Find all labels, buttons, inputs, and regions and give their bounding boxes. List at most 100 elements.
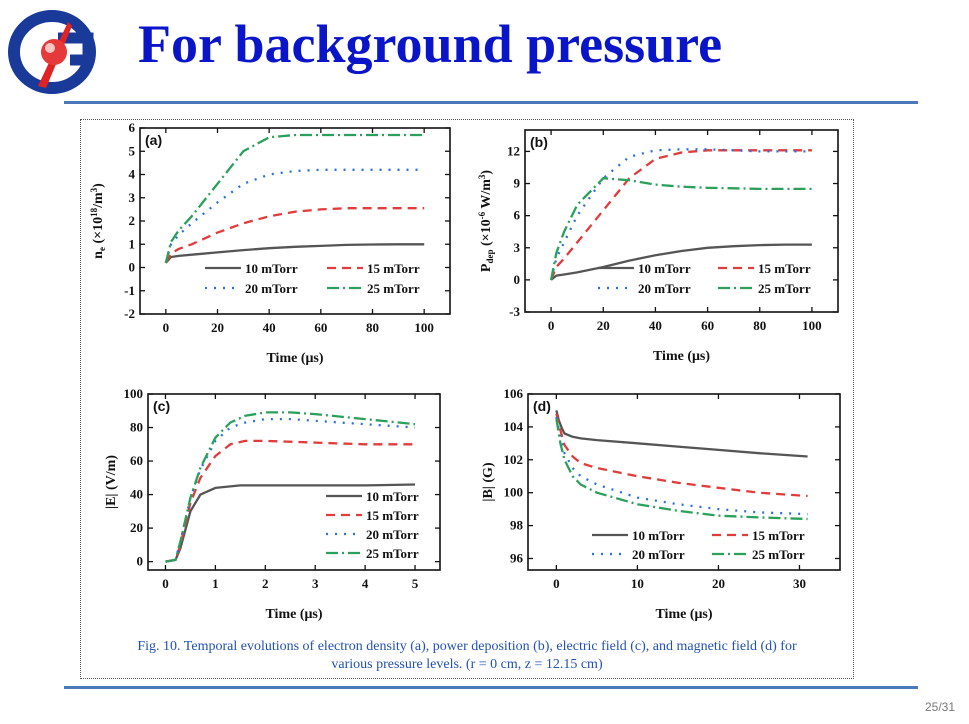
x-tick-label: 0 <box>162 576 169 591</box>
institution-logo <box>8 8 118 96</box>
series-line-3 <box>164 168 425 264</box>
y-tick-label: 12 <box>507 143 520 158</box>
y-tick-label: 1 <box>129 236 136 251</box>
panel-label: (a) <box>145 132 162 148</box>
x-tick-label: 0 <box>548 318 555 333</box>
caption-line-1: Fig. 10. Temporal evolutions of electron… <box>137 639 797 654</box>
x-tick-label: 10 <box>631 576 644 591</box>
series-line-1 <box>164 243 425 264</box>
legend-label: 10 mTorr <box>638 261 691 276</box>
x-tick-label: 1 <box>212 576 219 591</box>
x-tick-label: 3 <box>312 576 319 591</box>
legend-label: 10 mTorr <box>632 528 685 543</box>
legend-label: 15 mTorr <box>758 261 811 276</box>
legend-label: 20 mTorr <box>632 547 685 562</box>
x-tick-label: 60 <box>314 320 327 335</box>
y-tick-label: 6 <box>129 120 136 135</box>
chart-panel-a: 0 20 40 60 80 100 -2 -1 0 1 2 3 4 5 6 (a) Time (μs) ne (×… <box>89 120 451 366</box>
figure-caption: Fig. 10. Temporal evolutions of electron… <box>84 638 850 674</box>
page-number: 25/31 <box>924 700 955 714</box>
y-tick-label: 6 <box>514 208 521 223</box>
x-tick-label: 40 <box>649 318 662 333</box>
y-tick-label: 0 <box>514 272 521 287</box>
y-tick-label: -2 <box>124 306 135 321</box>
legend: 10 mTorr 15 mTorr 20 mTorr 25 mTorr <box>205 261 420 296</box>
legend: 10 mTorr 15 mTorr 20 mTorr 25 mTorr <box>592 528 805 562</box>
y-tick-label: 40 <box>130 487 143 502</box>
x-tick-label: 100 <box>802 318 822 333</box>
legend-label: 15 mTorr <box>367 261 420 276</box>
x-tick-label: 20 <box>712 576 725 591</box>
plot-area <box>524 129 839 313</box>
legend-label: 25 mTorr <box>367 281 420 296</box>
x-tick-label: 4 <box>362 576 369 591</box>
chart-panel-b: 0 20 40 60 80 100 -3 0 3 6 9 12 (b) Time (μs) Pdep (×1… <box>477 129 839 364</box>
y-tick-label: 3 <box>129 190 136 205</box>
y-tick-label: 96 <box>510 550 524 565</box>
y-tick-label: 2 <box>129 213 136 228</box>
panel-label: (b) <box>530 134 548 150</box>
y-tick-label: 100 <box>124 386 144 401</box>
y-tick-label: 98 <box>510 518 524 533</box>
footer-rule <box>64 686 918 689</box>
panel-label: (c) <box>153 398 170 414</box>
legend-label: 25 mTorr <box>366 546 419 561</box>
x-tick-label: 30 <box>793 576 806 591</box>
legend-label: 20 mTorr <box>638 281 691 296</box>
x-tick-label: 80 <box>753 318 766 333</box>
legend-label: 25 mTorr <box>758 281 811 296</box>
legend-label: 20 mTorr <box>245 281 298 296</box>
y-tick-label: 0 <box>129 260 136 275</box>
legend: 10 mTorr 15 mTorr 20 mTorr 25 mTorr <box>326 489 419 561</box>
header-rule <box>64 101 918 104</box>
y-tick-label: 0 <box>137 554 144 569</box>
x-tick-label: 20 <box>211 320 224 335</box>
figure-frame <box>80 119 854 679</box>
y-tick-label: 3 <box>514 240 521 255</box>
series-line-2 <box>555 413 808 498</box>
y-tick-label: 60 <box>130 453 143 468</box>
x-tick-label: 80 <box>366 320 379 335</box>
series-line-2 <box>164 207 425 264</box>
x-tick-label: 100 <box>414 320 434 335</box>
y-tick-label: -1 <box>124 283 135 298</box>
y-tick-label: 9 <box>514 176 521 191</box>
series-line-1 <box>550 243 812 281</box>
y-tick-label: 4 <box>129 167 136 182</box>
series-line-4 <box>165 411 416 563</box>
y-tick-label: -3 <box>509 304 520 319</box>
x-tick-label: 0 <box>163 320 170 335</box>
y-tick-label: 100 <box>504 485 524 500</box>
x-tick-label: 40 <box>263 320 276 335</box>
y-tick-label: 20 <box>130 520 143 535</box>
y-axis-label: |B| (G) <box>481 462 496 502</box>
x-axis-label: Time (μs) <box>265 607 322 622</box>
y-tick-label: 106 <box>504 386 524 401</box>
panel-label: (d) <box>533 398 551 414</box>
y-tick-label: 104 <box>504 419 524 434</box>
legend-label: 10 mTorr <box>245 261 298 276</box>
x-tick-label: 60 <box>701 318 714 333</box>
caption-line-2: various pressure levels. (r = 0 cm, z = … <box>331 657 603 672</box>
legend: 10 mTorr 15 mTorr 20 mTorr 25 mTorr <box>598 261 811 296</box>
chart-panel-d: 0 10 20 30 96 98 100 102 104 106 (d) Time (μs) |B| (… <box>481 386 841 622</box>
legend-label: 20 mTorr <box>366 527 419 542</box>
slide-title: For background pressure <box>138 14 723 74</box>
y-tick-label: 102 <box>504 452 524 467</box>
x-tick-label: 0 <box>553 576 560 591</box>
legend-label: 10 mTorr <box>366 489 419 504</box>
x-axis-label: Time (μs) <box>653 349 710 364</box>
legend-label: 25 mTorr <box>752 547 805 562</box>
y-axis-label: |E| (V/m) <box>104 455 119 509</box>
series-line-4 <box>555 418 808 521</box>
legend-label: 15 mTorr <box>366 508 419 523</box>
x-axis-label: Time (μs) <box>266 351 323 366</box>
plot-area <box>527 393 841 571</box>
plot-area <box>147 393 441 571</box>
series-line-4 <box>164 133 425 264</box>
x-tick-label: 2 <box>262 576 269 591</box>
x-tick-label: 20 <box>597 318 610 333</box>
logo-emblem <box>8 10 96 94</box>
series-line-3 <box>549 148 812 281</box>
